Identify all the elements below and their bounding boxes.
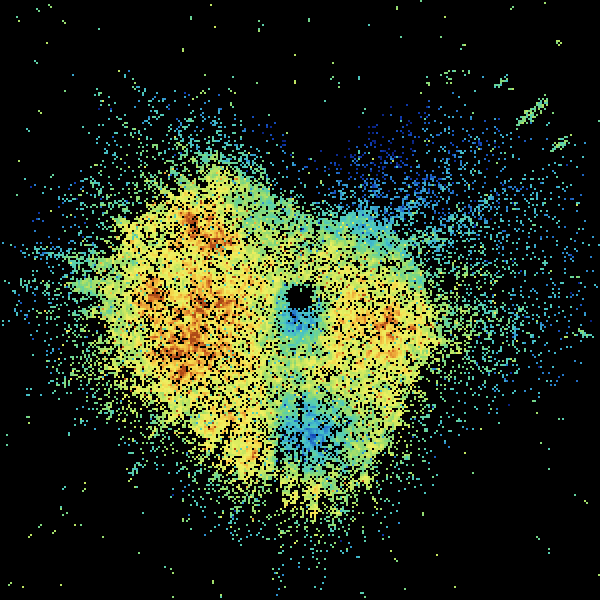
radial-speckle-heatmap [0,0,600,600]
heatmap-canvas [0,0,600,600]
